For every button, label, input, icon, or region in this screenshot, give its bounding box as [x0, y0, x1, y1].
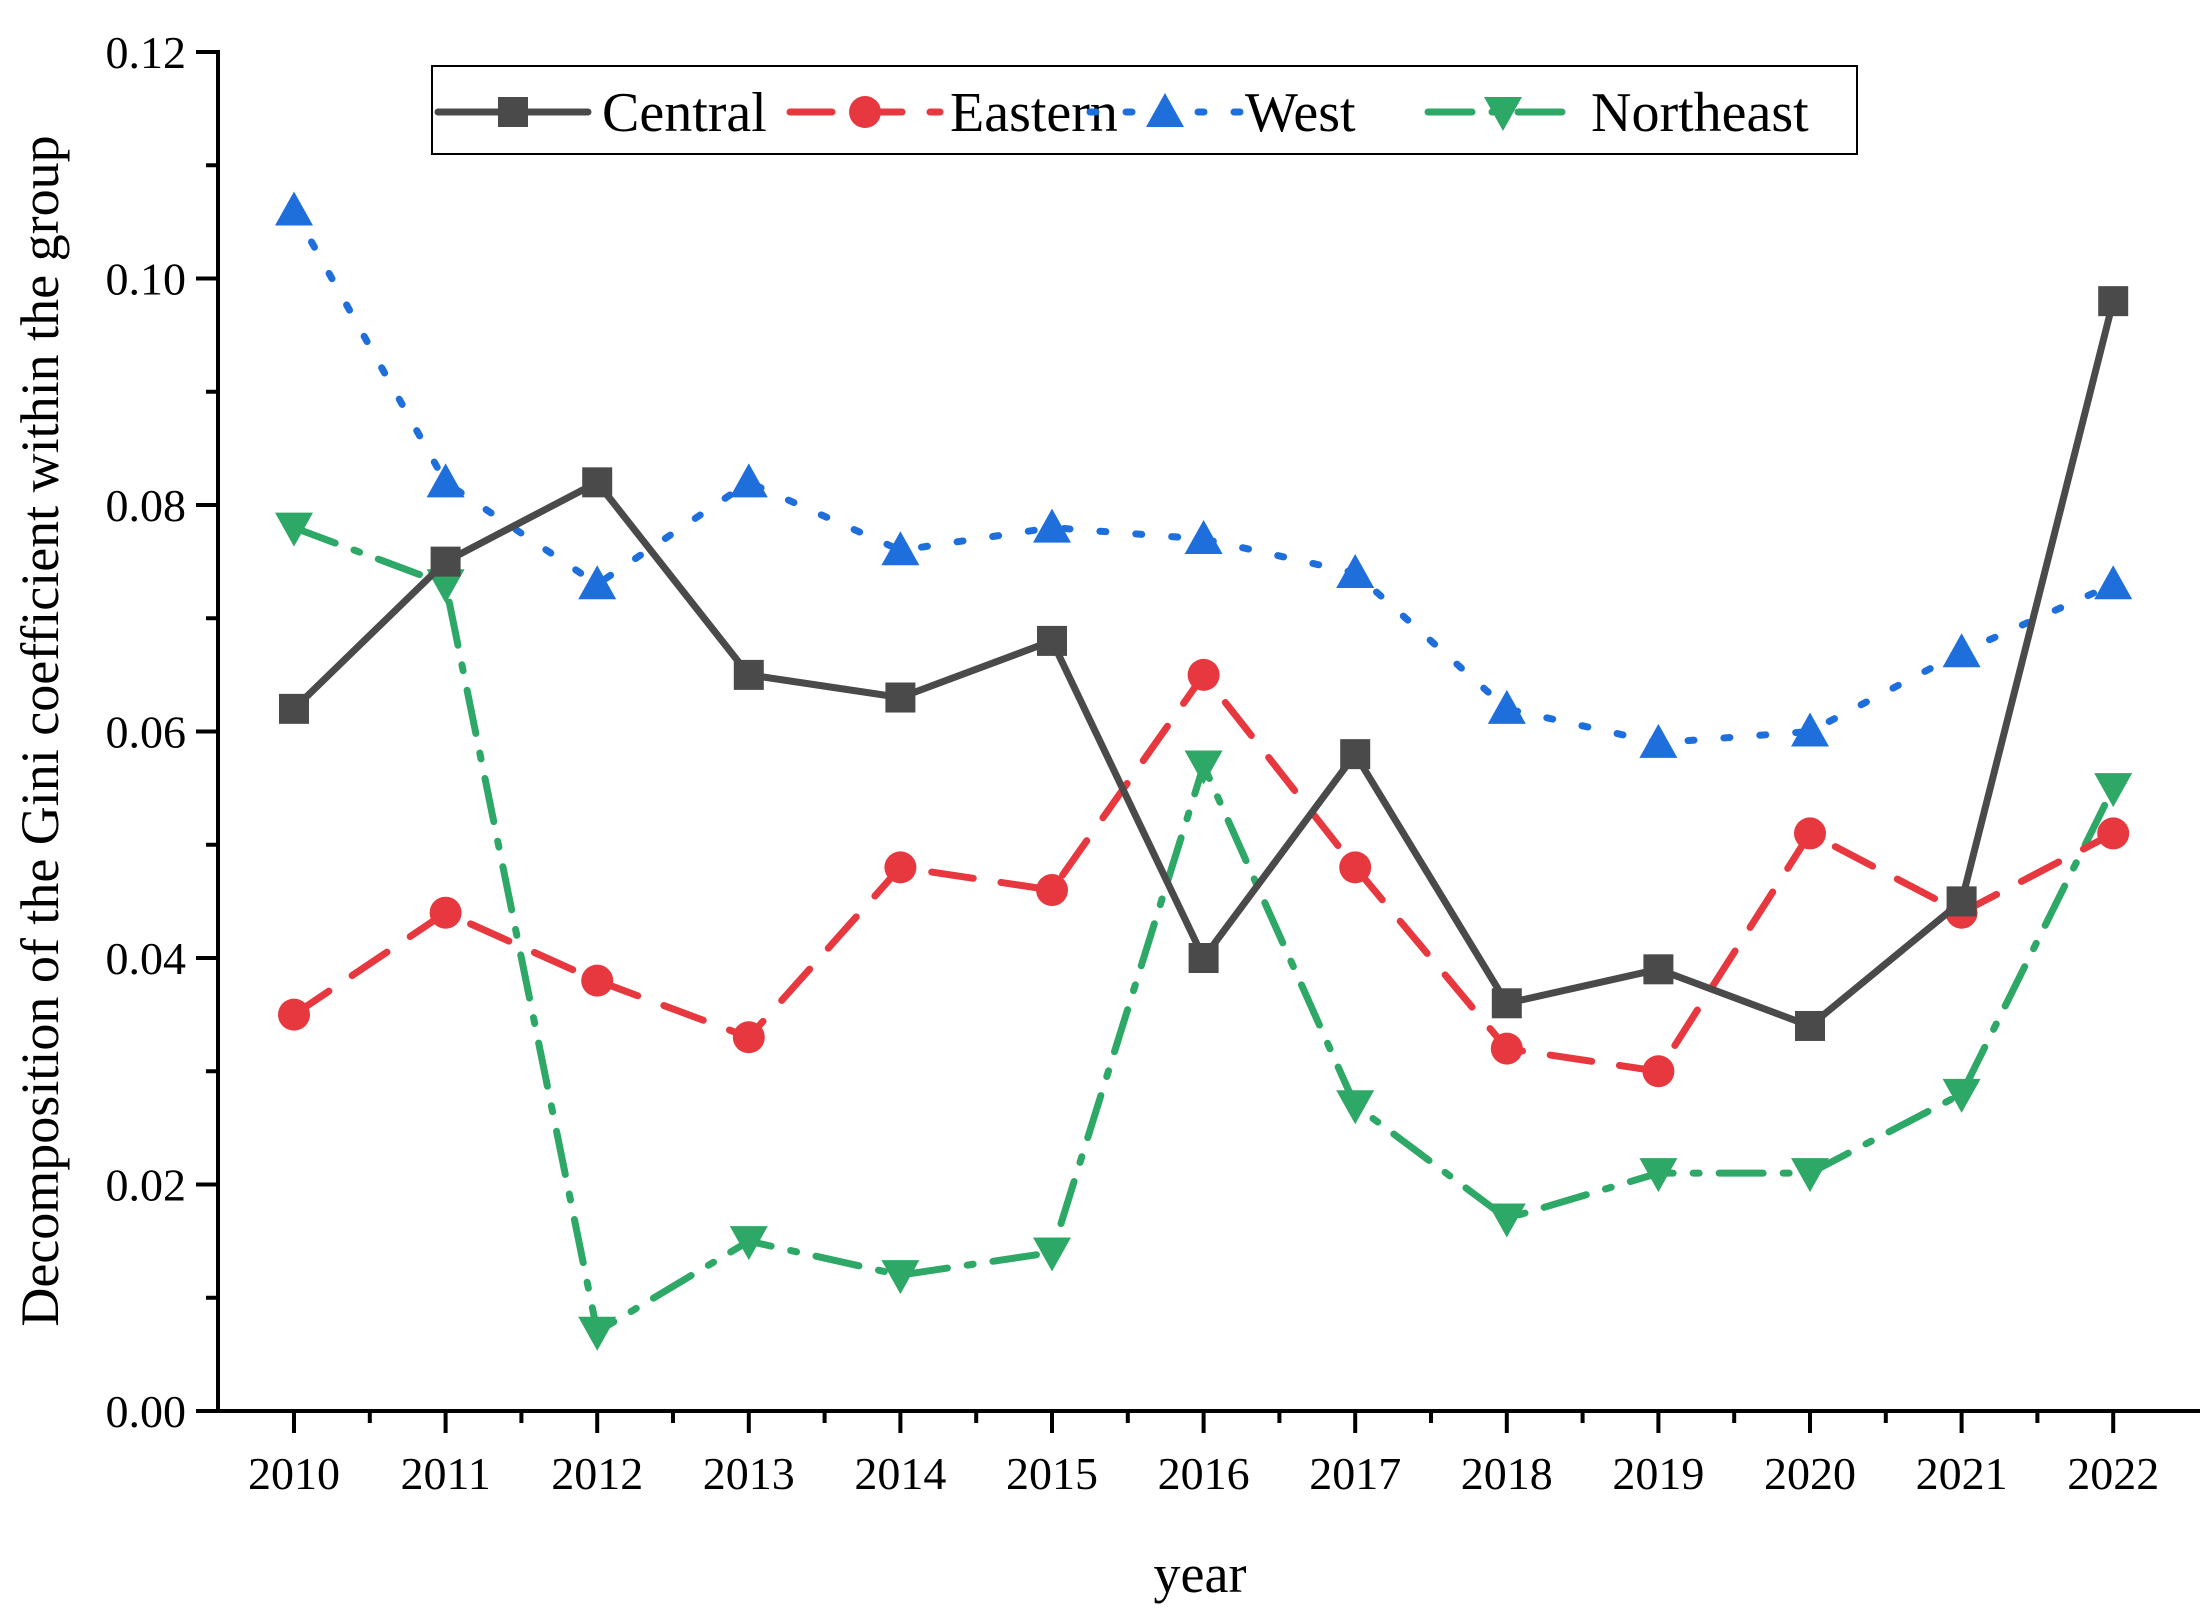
legend-label-west: West [1245, 82, 1356, 144]
x-tick-label: 2011 [400, 1448, 490, 1499]
y-tick-label: 0.02 [106, 1160, 187, 1211]
data-point-eastern [1036, 874, 1068, 907]
series-layer [275, 191, 2133, 1351]
data-point-central [1340, 739, 1371, 770]
data-point-northeast [1487, 1203, 1526, 1238]
data-point-northeast [275, 512, 313, 547]
x-ticks: 2010 2011 2012 2013 2014 2015 2016 2017 2018 2019… [248, 1411, 2159, 1499]
x-tick-label: 2013 [703, 1448, 795, 1499]
data-point-eastern [1187, 658, 1220, 691]
data-point-northeast [1336, 1090, 1375, 1125]
x-tick-label: 2014 [854, 1448, 946, 1499]
data-point-northeast [426, 569, 465, 604]
x-axis-label: year [1154, 1544, 1247, 1604]
data-point-eastern [1339, 851, 1372, 884]
legend-label-central: Central [602, 82, 767, 144]
data-point-central [733, 659, 764, 690]
y-tick-label: 0.06 [106, 707, 187, 758]
data-point-northeast [1791, 1158, 1829, 1193]
y-tick-label: 0.08 [106, 480, 187, 531]
legend-marker-central [498, 97, 528, 127]
data-point-eastern [429, 896, 462, 929]
data-point-northeast [1639, 1158, 1678, 1193]
data-point-west [1184, 519, 1223, 554]
data-point-west [1791, 712, 1829, 747]
data-point-central [1491, 988, 1522, 1019]
data-point-central [279, 693, 309, 724]
series-line-eastern [290, 671, 2117, 1075]
data-point-central [1795, 1010, 1825, 1041]
y-tick-label: 0.00 [106, 1386, 187, 1437]
legend-marker-eastern [849, 96, 881, 128]
data-point-west [1942, 633, 1981, 668]
series-line-northeast [290, 524, 2117, 1336]
x-tick-label: 2022 [2067, 1448, 2159, 1499]
x-tick-label: 2019 [1612, 1448, 1704, 1499]
data-point-eastern [581, 964, 614, 997]
series-central [279, 286, 2129, 1041]
data-point-northeast [1942, 1078, 1981, 1113]
data-point-west [426, 463, 465, 498]
data-point-central [582, 467, 613, 498]
data-point-west [1487, 689, 1526, 724]
data-point-west [729, 463, 768, 498]
x-tick-label: 2016 [1158, 1448, 1250, 1499]
data-point-eastern [2097, 817, 2130, 850]
legend-entry-northeast: Northeast [1424, 82, 1809, 144]
data-point-eastern [1794, 817, 1826, 850]
x-tick-label: 2021 [1916, 1448, 2008, 1499]
data-point-eastern [732, 1021, 765, 1054]
data-point-central [1643, 954, 1674, 985]
data-point-central [1037, 625, 1067, 656]
legend-entry-central: Central [434, 82, 767, 144]
data-point-west [1639, 723, 1678, 758]
x-tick-label: 2012 [551, 1448, 643, 1499]
data-point-eastern [1642, 1055, 1675, 1088]
data-point-west [881, 531, 920, 566]
data-point-central [430, 546, 461, 577]
x-tick-label: 2018 [1461, 1448, 1553, 1499]
data-point-west [275, 191, 313, 226]
legend-marker-west [1146, 93, 1184, 127]
series-west [275, 191, 2133, 758]
series-northeast [275, 512, 2133, 1351]
axes-layer: 0.000.020.040.060.080.100.12 2010 2011 201… [10, 27, 2200, 1604]
data-point-central [885, 682, 916, 713]
data-point-northeast [1033, 1237, 1071, 1272]
x-tick-label: 2010 [248, 1448, 340, 1499]
data-point-northeast [578, 1316, 617, 1351]
data-point-central [1946, 886, 1977, 917]
y-tick-label: 0.04 [106, 933, 187, 984]
data-point-west [2094, 565, 2133, 600]
data-point-northeast [2094, 773, 2133, 808]
y-axis-label: Decomposition of the Gini coefficient wi… [10, 135, 70, 1326]
data-point-eastern [278, 998, 310, 1031]
data-point-northeast [1184, 750, 1223, 785]
legend-label-northeast: Northeast [1591, 82, 1809, 144]
legend-entry-west: West [1086, 82, 1356, 144]
legend: Central Eastern West Northeast [431, 65, 1858, 155]
legend-box [431, 65, 1858, 155]
x-tick-label: 2020 [1764, 1448, 1856, 1499]
x-tick-label: 2017 [1309, 1448, 1401, 1499]
x-tick-label: 2015 [1006, 1448, 1098, 1499]
series-eastern [278, 658, 2130, 1088]
data-point-central [2098, 286, 2129, 317]
data-point-west [578, 565, 617, 600]
data-point-eastern [884, 851, 917, 884]
legend-marker-northeast [1484, 97, 1522, 131]
data-point-west [1033, 508, 1071, 543]
data-point-northeast [881, 1260, 920, 1295]
data-point-northeast [729, 1226, 768, 1261]
data-point-eastern [1490, 1032, 1523, 1065]
y-tick-label: 0.12 [106, 27, 187, 78]
y-ticks: 0.00 0.02 0.04 0.06 0.08 0.10 0.12 [106, 27, 218, 1437]
data-point-west [1336, 553, 1375, 588]
data-point-central [1188, 943, 1219, 973]
y-tick-label: 0.10 [106, 254, 187, 305]
